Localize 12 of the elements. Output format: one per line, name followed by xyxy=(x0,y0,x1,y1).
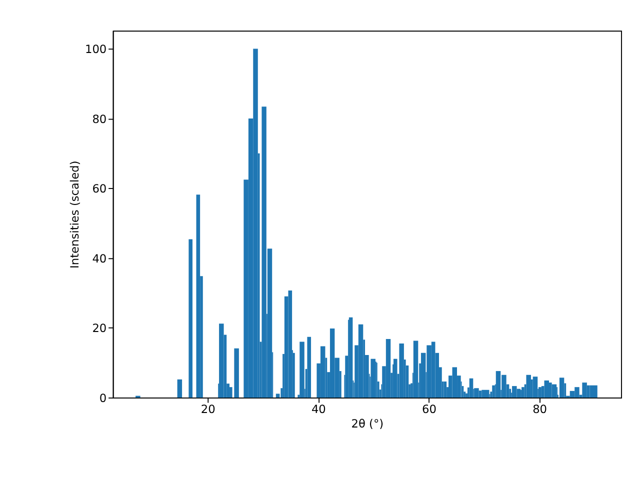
y-tick-label: 100 xyxy=(84,42,107,56)
y-tick-label: 60 xyxy=(92,182,107,196)
x-tick-label: 20 xyxy=(200,402,216,416)
x-axis-title: 2θ (°) xyxy=(351,416,384,430)
x-tick-label: 80 xyxy=(532,402,548,416)
y-axis-title: Intensities (scaled) xyxy=(67,160,82,268)
x-tick-label: 60 xyxy=(422,402,436,416)
y-tick-label: 0 xyxy=(99,390,107,405)
y-tick-label: 40 xyxy=(92,251,107,266)
x-tick-label: 40 xyxy=(311,402,326,416)
y-tick-label: 80 xyxy=(92,112,107,126)
y-tick-label: 20 xyxy=(92,321,107,336)
